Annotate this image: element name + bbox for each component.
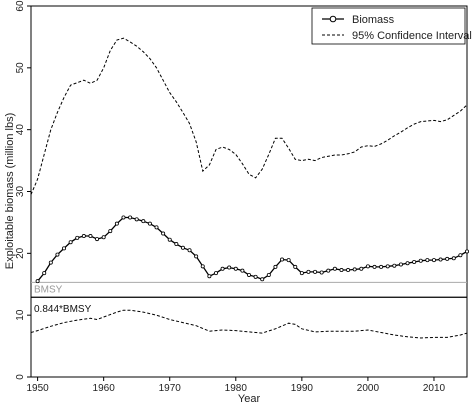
biomass-point (392, 263, 397, 268)
biomass-point (418, 258, 423, 263)
biomass-point (161, 231, 166, 236)
biomass-point (220, 266, 225, 271)
biomass-point (306, 269, 311, 274)
biomass-point (379, 264, 384, 269)
biomass-point (451, 256, 456, 261)
ci-lower-line (30, 309, 468, 339)
biomass-point (88, 234, 93, 239)
biomass-point (458, 253, 463, 258)
biomass-point (121, 215, 126, 220)
biomass-point (55, 252, 60, 257)
biomass-point (425, 258, 430, 263)
ref-label-bmsy: BMSY (34, 284, 63, 295)
biomass-point (352, 267, 357, 272)
biomass-point (114, 221, 119, 226)
y-tick-label: 10 (15, 309, 26, 321)
x-tick-label: 2010 (423, 383, 446, 394)
biomass-point (134, 217, 139, 222)
x-tick-label: 1970 (159, 383, 182, 394)
biomass-point (180, 245, 185, 250)
x-tick-label: 1950 (26, 383, 49, 394)
biomass-point (108, 229, 113, 234)
biomass-point (233, 266, 238, 271)
plot-frame (30, 5, 468, 378)
biomass-point (398, 262, 403, 267)
y-tick-label: 60 (15, 0, 26, 12)
biomass-point (359, 266, 364, 271)
biomass-point (412, 259, 417, 264)
y-tick-label: 50 (15, 62, 26, 74)
biomass-point (35, 279, 40, 284)
biomass-point (227, 265, 232, 270)
biomass-point (313, 269, 318, 274)
biomass-point (240, 268, 245, 273)
biomass-point (42, 271, 47, 276)
x-tick-label: 2000 (357, 383, 380, 394)
biomass-point (128, 215, 133, 220)
biomass-point (154, 225, 159, 230)
ref-label-0844-bmsy: 0.844*BMSY (34, 304, 92, 315)
biomass-point (372, 264, 377, 269)
biomass-point (207, 274, 212, 279)
biomass-point (339, 268, 344, 273)
y-tick-label: 20 (15, 247, 26, 259)
y-tick-label: 0 (15, 374, 26, 380)
biomass-point (273, 264, 278, 269)
biomass-point (346, 268, 351, 273)
biomass-point (95, 237, 100, 242)
biomass-point (62, 246, 67, 251)
legend-ci-label: 95% Confidence Interval (352, 30, 472, 42)
biomass-point (260, 277, 265, 282)
x-tick-label: 1990 (291, 383, 314, 394)
biomass-point (365, 264, 370, 269)
legend-box (311, 7, 466, 45)
biomass-point (187, 248, 192, 253)
biomass-point (48, 260, 53, 265)
biomass-point (174, 242, 179, 247)
y-tick-label: 30 (15, 186, 26, 198)
x-tick-label: 1980 (225, 383, 248, 394)
legend: Biomass 95% Confidence Interval (311, 7, 472, 45)
legend-biomass-marker (329, 15, 337, 23)
biomass-point (213, 271, 218, 276)
biomass-point (167, 237, 172, 242)
biomass-point (431, 258, 436, 263)
x-tick-label: 1960 (93, 383, 116, 394)
biomass-point (286, 258, 291, 263)
biomass-point (194, 254, 199, 259)
biomass-point (280, 257, 285, 262)
biomass-point (141, 219, 146, 224)
biomass-point (68, 240, 73, 245)
biomass-point (293, 264, 298, 269)
biomass-point (326, 268, 331, 273)
biomass-point (405, 261, 410, 266)
ci-upper-line (30, 37, 468, 195)
legend-biomass-label: Biomass (352, 14, 395, 26)
biomass-point (438, 257, 443, 262)
biomass-point (332, 266, 337, 271)
x-axis-title: Year (238, 393, 261, 405)
biomass-point (385, 264, 390, 269)
biomass-point (445, 256, 450, 261)
biomass-point (299, 271, 304, 276)
biomass-line (37, 216, 468, 282)
biomass-point (200, 264, 205, 269)
biomass-point (319, 270, 324, 275)
biomass-point (253, 274, 258, 279)
biomass-point (266, 272, 271, 277)
biomass-point (101, 235, 106, 240)
biomass-point (147, 221, 152, 226)
y-tick-label: 40 (15, 124, 26, 136)
biomass-point (75, 235, 80, 240)
biomass-point (81, 234, 86, 239)
biomass-point (464, 249, 469, 254)
y-axis-title: Exploitable biomass (million lbs) (4, 113, 16, 270)
biomass-point (246, 272, 251, 277)
